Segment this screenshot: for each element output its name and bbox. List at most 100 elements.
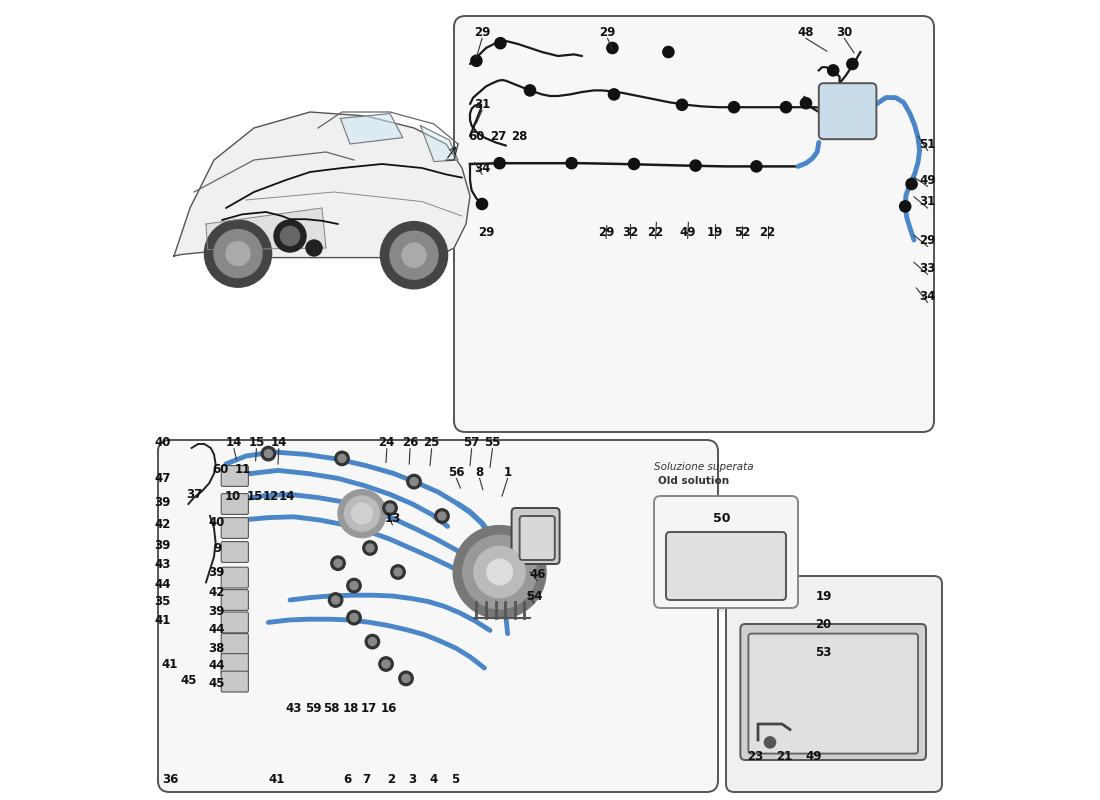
Text: 26: 26 (402, 436, 418, 449)
Circle shape (338, 490, 386, 538)
Circle shape (274, 220, 306, 252)
Text: 47: 47 (155, 472, 170, 485)
Circle shape (226, 242, 250, 266)
Text: 14: 14 (278, 490, 295, 502)
Text: 3: 3 (408, 773, 417, 786)
Circle shape (368, 638, 376, 646)
Text: 27: 27 (490, 130, 506, 142)
Text: Soluzione superata: Soluzione superata (654, 462, 754, 472)
Circle shape (690, 160, 701, 171)
Text: 56: 56 (448, 466, 464, 478)
Circle shape (280, 226, 299, 246)
Text: 21: 21 (777, 750, 792, 762)
Circle shape (390, 565, 405, 579)
FancyBboxPatch shape (221, 654, 249, 674)
Circle shape (494, 158, 505, 169)
Circle shape (331, 556, 345, 570)
Text: 31: 31 (474, 98, 491, 110)
Text: 41: 41 (268, 773, 285, 786)
Circle shape (608, 89, 619, 100)
Circle shape (402, 674, 410, 682)
Circle shape (264, 450, 273, 458)
Text: 6: 6 (343, 773, 352, 786)
Text: 34: 34 (474, 162, 491, 174)
Text: 48: 48 (798, 26, 814, 38)
Text: 29: 29 (597, 226, 614, 238)
Circle shape (453, 526, 546, 618)
Text: 22: 22 (648, 226, 663, 238)
Text: 9: 9 (213, 542, 222, 554)
Circle shape (438, 512, 446, 520)
Circle shape (434, 509, 449, 523)
Text: 49: 49 (920, 174, 936, 186)
Text: 39: 39 (155, 539, 170, 552)
FancyBboxPatch shape (454, 16, 934, 432)
Text: 60: 60 (212, 463, 229, 476)
Text: 60: 60 (469, 130, 485, 142)
Text: 10: 10 (224, 490, 241, 502)
Circle shape (329, 593, 343, 607)
Text: 44: 44 (208, 659, 224, 672)
Circle shape (344, 496, 380, 531)
Polygon shape (174, 112, 470, 260)
Text: 32: 32 (621, 226, 638, 238)
Circle shape (780, 102, 792, 113)
Text: 44: 44 (154, 578, 172, 590)
Circle shape (728, 102, 739, 113)
Text: 35: 35 (155, 595, 170, 608)
Text: 17: 17 (361, 702, 377, 714)
Text: 42: 42 (155, 518, 170, 530)
FancyBboxPatch shape (654, 496, 798, 608)
Text: 23: 23 (748, 750, 763, 762)
Circle shape (331, 596, 340, 604)
Text: 45: 45 (180, 674, 197, 686)
Circle shape (214, 230, 262, 278)
Text: 59: 59 (305, 702, 321, 714)
FancyBboxPatch shape (519, 516, 554, 560)
Circle shape (346, 578, 361, 593)
Text: 7: 7 (363, 773, 371, 786)
Text: 55: 55 (484, 436, 500, 449)
Text: 29: 29 (477, 226, 494, 238)
Text: Old solution: Old solution (658, 475, 729, 486)
Text: 39: 39 (208, 566, 224, 578)
Text: 39: 39 (208, 605, 224, 618)
Circle shape (476, 198, 487, 210)
FancyBboxPatch shape (221, 567, 249, 588)
FancyBboxPatch shape (221, 671, 249, 692)
FancyBboxPatch shape (221, 590, 249, 610)
Text: 33: 33 (920, 262, 936, 274)
FancyBboxPatch shape (221, 612, 249, 633)
Text: 41: 41 (155, 614, 170, 627)
Circle shape (487, 559, 513, 585)
Text: 58: 58 (323, 702, 340, 714)
Text: 57: 57 (463, 436, 480, 449)
Text: 51: 51 (920, 138, 936, 150)
Text: 40: 40 (155, 436, 170, 449)
Text: 31: 31 (920, 195, 936, 208)
Text: 36: 36 (162, 773, 178, 786)
Circle shape (205, 220, 272, 287)
Circle shape (382, 660, 390, 668)
Text: 28: 28 (512, 130, 528, 142)
Circle shape (764, 737, 776, 748)
Circle shape (566, 158, 578, 169)
Circle shape (338, 454, 346, 462)
Text: 45: 45 (208, 677, 224, 690)
Circle shape (365, 634, 380, 649)
Circle shape (390, 231, 438, 279)
Text: 29: 29 (920, 234, 936, 246)
Text: 14: 14 (271, 436, 287, 449)
Text: 43: 43 (286, 702, 302, 714)
FancyBboxPatch shape (221, 634, 249, 654)
Circle shape (410, 478, 418, 486)
FancyBboxPatch shape (221, 518, 249, 538)
Circle shape (525, 85, 536, 96)
Text: 30: 30 (836, 26, 852, 38)
Text: 14: 14 (226, 436, 242, 449)
Text: 22: 22 (759, 226, 775, 238)
Circle shape (334, 451, 349, 466)
Text: 16: 16 (381, 702, 397, 714)
Circle shape (463, 535, 537, 609)
Text: 41: 41 (162, 658, 178, 670)
